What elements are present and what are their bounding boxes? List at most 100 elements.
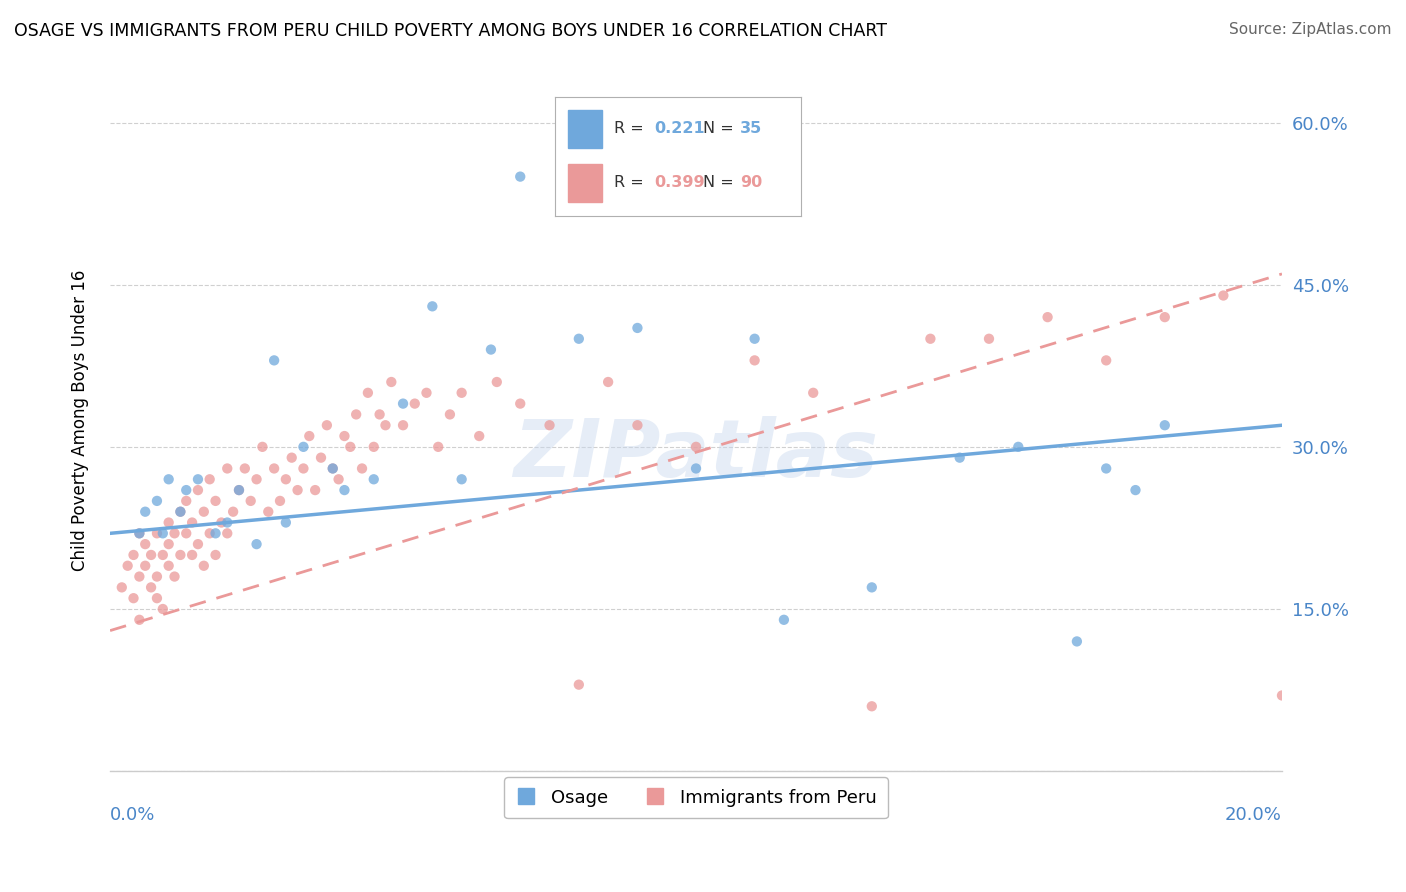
Point (368, 408, 391, 422)
Point (204, 548, 226, 562)
Point (287, 483, 309, 497)
Point (222, 505, 245, 519)
Point (111, 580, 134, 594)
Point (274, 516, 297, 530)
Point (344, 408, 367, 422)
Point (128, 526, 150, 541)
Point (134, 558, 156, 573)
Point (228, 483, 250, 497)
Point (245, 537, 267, 551)
Point (169, 548, 191, 562)
Point (538, 418, 561, 433)
Point (263, 461, 285, 475)
Point (169, 505, 191, 519)
Point (245, 472, 267, 486)
Point (157, 537, 180, 551)
Point (263, 353, 285, 368)
Legend: Osage, Immigrants from Peru: Osage, Immigrants from Peru (505, 777, 889, 818)
Point (233, 461, 256, 475)
Point (152, 526, 174, 541)
Point (217, 461, 239, 475)
Point (626, 418, 648, 433)
Point (181, 516, 204, 530)
Text: 20.0%: 20.0% (1225, 806, 1282, 824)
Point (392, 418, 415, 433)
Point (157, 558, 180, 573)
Point (128, 526, 150, 541)
Point (949, 450, 972, 465)
Point (122, 591, 145, 606)
Point (468, 429, 491, 443)
Point (169, 505, 191, 519)
Point (128, 569, 150, 583)
Text: OSAGE VS IMMIGRANTS FROM PERU CHILD POVERTY AMONG BOYS UNDER 16 CORRELATION CHAR: OSAGE VS IMMIGRANTS FROM PERU CHILD POVE… (14, 22, 887, 40)
Point (157, 516, 180, 530)
Point (392, 396, 415, 410)
Point (193, 558, 215, 573)
Point (322, 461, 344, 475)
Point (350, 461, 373, 475)
Point (217, 516, 239, 530)
Point (198, 472, 221, 486)
Point (339, 440, 361, 454)
Point (328, 472, 350, 486)
Point (801, 385, 824, 400)
Point (239, 494, 262, 508)
Point (298, 429, 321, 443)
Point (152, 602, 174, 616)
Point (450, 385, 472, 400)
Point (157, 472, 180, 486)
Point (363, 440, 385, 454)
Point (404, 396, 426, 410)
Point (439, 408, 461, 422)
Point (1153, 418, 1175, 433)
Point (198, 526, 221, 541)
Point (374, 418, 396, 433)
Point (685, 440, 707, 454)
Point (1212, 288, 1234, 302)
Point (187, 472, 209, 486)
Point (977, 332, 1000, 346)
Point (134, 537, 156, 551)
Point (427, 440, 450, 454)
Point (380, 375, 402, 389)
Point (363, 472, 385, 486)
Text: ZIPatlas: ZIPatlas (513, 416, 879, 494)
Point (422, 299, 444, 313)
Point (309, 450, 332, 465)
Point (193, 505, 215, 519)
Point (204, 494, 226, 508)
Point (146, 494, 169, 508)
Point (139, 580, 162, 594)
Text: 0.0%: 0.0% (110, 806, 156, 824)
Point (204, 526, 226, 541)
Point (744, 353, 766, 368)
Point (174, 526, 197, 541)
Point (134, 505, 156, 519)
Text: Source: ZipAtlas.com: Source: ZipAtlas.com (1229, 22, 1392, 37)
Point (1125, 483, 1147, 497)
Point (568, 678, 591, 692)
Point (146, 526, 169, 541)
Point (152, 548, 174, 562)
Point (450, 472, 472, 486)
Point (269, 494, 291, 508)
Point (333, 483, 356, 497)
Point (292, 440, 315, 454)
Point (1153, 310, 1175, 325)
Point (174, 483, 197, 497)
Point (860, 699, 883, 714)
Point (315, 418, 337, 433)
Point (292, 461, 315, 475)
Point (304, 483, 326, 497)
Point (181, 548, 204, 562)
Point (122, 548, 145, 562)
Point (685, 461, 707, 475)
Point (357, 385, 380, 400)
Point (209, 516, 232, 530)
Point (485, 375, 508, 389)
Y-axis label: Child Poverty Among Boys Under 16: Child Poverty Among Boys Under 16 (72, 269, 89, 571)
Point (274, 472, 297, 486)
Point (1007, 440, 1029, 454)
Point (174, 494, 197, 508)
